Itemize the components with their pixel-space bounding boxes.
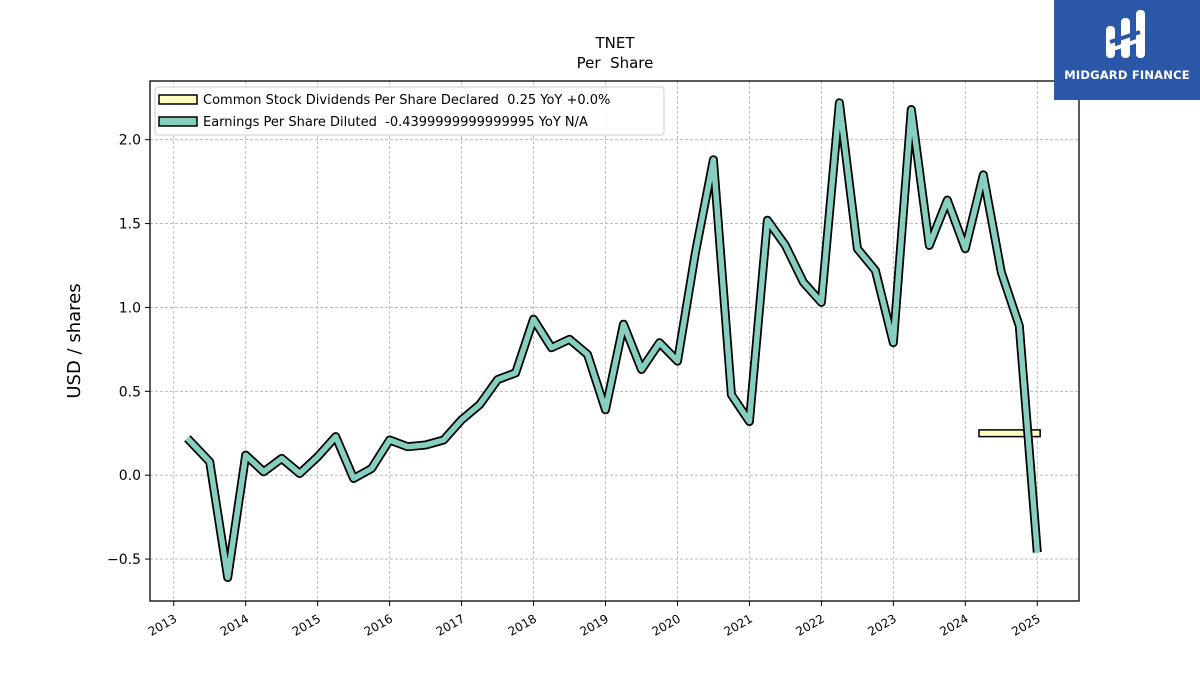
- grid: [150, 81, 1079, 601]
- legend-box: [154, 86, 665, 136]
- x-tick-label: 2014: [218, 611, 251, 638]
- eps-data-point: [424, 444, 427, 446]
- eps-data-point: [442, 439, 445, 441]
- y-tick-label: 1.0: [119, 300, 141, 316]
- eps-data-point: [586, 353, 589, 356]
- eps-data-point: [334, 435, 337, 438]
- y-axis-label: USD / shares: [64, 283, 85, 398]
- brand-logo: MIDGARD FINANCE: [1054, 0, 1200, 100]
- eps-data-point: [892, 341, 895, 344]
- eps-data-point: [604, 408, 607, 411]
- eps-data-point: [298, 472, 301, 475]
- eps-data-point: [730, 393, 733, 396]
- x-tick-label: 2024: [937, 611, 970, 638]
- y-tick-label: 0.0: [119, 468, 141, 484]
- x-tick-label: 2022: [793, 611, 826, 638]
- x-tick-label: 2016: [362, 611, 395, 638]
- eps-data-point: [244, 454, 247, 456]
- y-tick-label: 0.5: [119, 384, 141, 400]
- eps-data-point: [622, 323, 625, 326]
- eps-data-point: [784, 244, 787, 247]
- legend: Common Stock Dividends Per Share Declare…: [154, 86, 665, 136]
- eps-data-point: [370, 467, 373, 470]
- eps-data-point: [874, 269, 877, 272]
- eps-data-point: [352, 477, 355, 480]
- x-tick-label: 2025: [1009, 611, 1042, 638]
- eps-data-point: [280, 457, 283, 460]
- eps-data-point: [748, 420, 751, 423]
- eps-data-point: [262, 471, 265, 473]
- chart-subtitle: Per Share: [577, 54, 654, 72]
- legend-swatch-eps: [158, 116, 198, 127]
- eps-data-point: [478, 403, 481, 406]
- legend-swatch-dividends: [158, 94, 198, 105]
- eps-data-point: [694, 251, 697, 253]
- eps-data-point: [496, 378, 499, 381]
- x-tick-label: 2015: [290, 611, 323, 638]
- eps-data-point: [928, 244, 931, 247]
- plot-frame: [149, 80, 1080, 602]
- eps-data-point: [676, 360, 679, 362]
- brand-name: MIDGARD FINANCE: [1064, 68, 1190, 82]
- eps-data-point: [226, 576, 229, 579]
- eps-data-point: [946, 199, 949, 201]
- eps-data-point: [838, 102, 841, 104]
- eps-data-point: [568, 338, 571, 341]
- plot-series: [184, 98, 1042, 582]
- eps-data-point: [910, 108, 913, 111]
- dividends-series-line: [978, 429, 1041, 438]
- eps-data-point: [186, 437, 189, 440]
- eps-data-point: [514, 372, 517, 374]
- x-tick-label: 2018: [506, 611, 539, 638]
- legend-label-eps: Earnings Per Share Diluted -0.4399999999…: [203, 115, 588, 130]
- x-tick-label: 2023: [865, 611, 898, 638]
- midgard-logo-icon: [1106, 10, 1145, 58]
- eps-data-point: [802, 281, 805, 284]
- eps-data-point: [316, 455, 319, 458]
- eps-data-point: [460, 419, 463, 421]
- eps-data-point: [640, 368, 643, 371]
- eps-data-point: [388, 439, 391, 441]
- x-tick-label: 2020: [650, 611, 683, 638]
- x-tick-label: 2013: [146, 611, 179, 638]
- eps-series-outline: [184, 98, 1042, 582]
- eps-data-point: [532, 318, 535, 320]
- eps-data-point: [406, 445, 409, 448]
- chart-title: TNET: [594, 34, 635, 52]
- eps-series-line: [185, 100, 1041, 581]
- eps-data-point: [856, 247, 859, 250]
- eps-data-point: [658, 341, 661, 344]
- eps-data-point: [982, 174, 985, 176]
- eps-data-point: [766, 219, 769, 222]
- legend-label-dividends: Common Stock Dividends Per Share Declare…: [203, 93, 610, 108]
- y-tick-label: 1.5: [119, 217, 141, 233]
- eps-data-point: [964, 247, 967, 250]
- y-tick-label: −0.5: [107, 552, 141, 568]
- x-tick-label: 2019: [578, 611, 611, 638]
- x-tick-label: 2017: [434, 611, 467, 638]
- eps-data-point: [1018, 325, 1021, 327]
- y-tick-label: 2.0: [119, 133, 141, 149]
- eps-data-point: [550, 346, 553, 349]
- x-tick-label: 2021: [721, 611, 754, 638]
- eps-data-point: [1036, 551, 1039, 554]
- eps-data-point: [1000, 271, 1003, 274]
- eps-data-point: [820, 301, 823, 304]
- eps-data-point: [208, 460, 211, 463]
- eps-data-point: [712, 159, 715, 161]
